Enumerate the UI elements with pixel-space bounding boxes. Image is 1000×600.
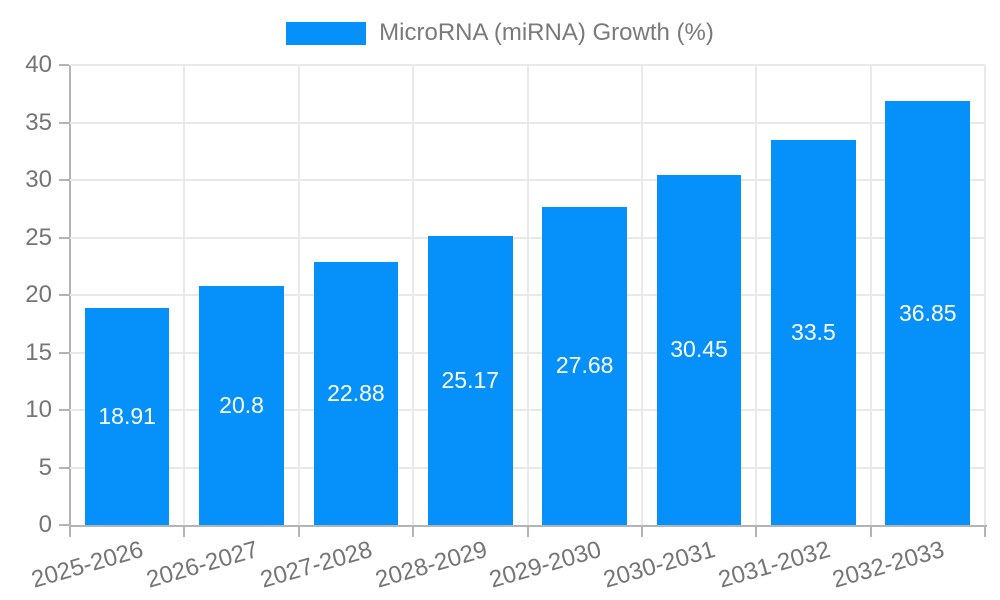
x-tick-mark [69,527,71,537]
v-gridline [755,65,758,525]
x-tick-label: 2025-2026 [28,536,147,594]
y-tick-mark [59,351,69,354]
x-tick-mark [526,527,529,537]
y-tick-label: 30 [25,166,52,193]
x-tick-label: 2030-2031 [600,536,719,594]
bar: 25.17 [427,235,513,525]
legend-label: MicroRNA (miRNA) Growth (%) [379,19,714,46]
legend: MicroRNA (miRNA) Growth (%) [0,19,1000,47]
y-tick-label: 5 [38,453,52,481]
x-tick-mark [640,527,643,537]
y-tick-label: 10 [25,396,52,423]
v-gridline [640,65,643,525]
bar: 20.8 [199,285,284,525]
y-tick-label: 0 [38,511,52,538]
v-gridline [526,65,529,525]
bar-value-label: 20.8 [219,391,264,418]
x-tick-mark [297,527,300,537]
x-tick-mark [869,527,872,537]
x-tick-label: 2028-2029 [371,536,490,594]
v-gridline [183,65,186,525]
bar: 22.88 [313,261,399,525]
x-tick-mark [412,527,415,537]
v-gridline [297,65,300,525]
bar-value-label: 36.85 [899,299,957,326]
y-tick-mark [59,466,69,469]
y-tick-mark [59,524,69,526]
bar: 18.91 [84,307,170,525]
x-tick-mark [183,527,186,537]
x-tick-label: 2029-2030 [486,536,605,594]
bar-value-label: 22.88 [327,379,385,406]
plot-area: 18.91 20.8 22.88 25.17 27.68 30.45 33.5 36.85 [70,64,986,525]
legend-swatch [286,21,367,45]
v-gridline [412,65,415,525]
x-tick-label: 2031-2032 [715,536,833,594]
y-tick-label: 25 [25,223,52,251]
bar-value-label: 18.91 [98,402,156,429]
v-gridline [869,65,872,525]
bar-value-label: 30.45 [670,336,728,363]
x-tick-mark [755,527,758,537]
bar-value-label: 25.17 [441,366,500,393]
v-gridline [984,65,986,525]
y-tick-mark [59,64,69,66]
bar: 36.85 [885,101,971,525]
y-tick-mark [59,236,69,239]
y-tick-mark [59,121,69,124]
y-axis-line [69,65,71,527]
bar-value-label: 27.68 [555,352,614,379]
x-tick-label: 2026-2027 [143,536,262,594]
y-tick-label: 35 [25,108,52,136]
y-tick-label: 15 [25,338,52,366]
bar: 33.5 [771,139,856,525]
y-tick-mark [59,409,69,411]
x-tick-label: 2032-2033 [829,536,948,594]
bar-value-label: 33.5 [791,318,836,345]
x-tick-mark [984,527,986,537]
y-tick-mark [59,294,69,296]
bar: 27.68 [542,206,627,525]
y-tick-mark [59,179,69,181]
x-tick-label: 2027-2028 [257,536,376,594]
y-tick-label: 40 [25,51,52,78]
bar: 30.45 [656,174,742,525]
x-axis-line [69,525,987,527]
y-tick-label: 20 [25,281,52,308]
